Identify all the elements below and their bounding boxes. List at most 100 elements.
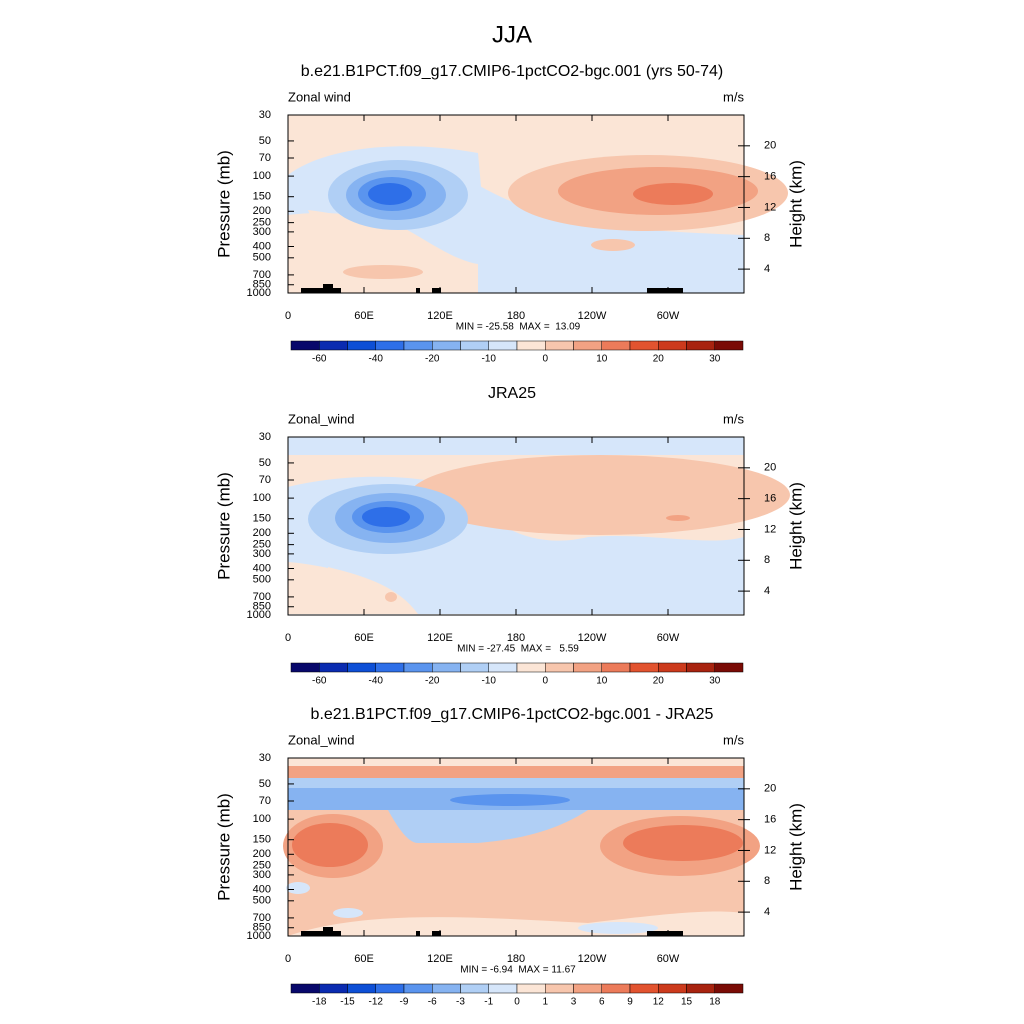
y-tick-label: 850: [253, 601, 271, 613]
y2-tick-label: 16: [764, 493, 776, 505]
x-tick-label: 120W: [578, 310, 607, 322]
colorbar-box: [403, 340, 433, 351]
y-tick-label: 300: [253, 226, 271, 238]
colorbar-box: [403, 662, 433, 673]
y-axis-label: Pressure (mb): [214, 150, 233, 258]
colorbar-box: [714, 983, 744, 994]
y-tick-label: 1000: [247, 930, 271, 942]
colorbar-label: -60: [312, 354, 327, 365]
colorbar-label: 20: [653, 354, 665, 365]
colorbar-box: [714, 662, 744, 673]
y2-tick-label: 4: [764, 906, 770, 918]
colorbar-box: [516, 662, 546, 673]
y-axis-label: Pressure (mb): [214, 472, 233, 580]
colorbar-box: [516, 983, 546, 994]
colorbar-box: [319, 340, 348, 351]
colorbar-box: [629, 662, 659, 673]
colorbar-label: 12: [653, 997, 665, 1008]
colorbar-label: -10: [482, 354, 497, 365]
y-tick-label: 250: [253, 539, 271, 551]
colorbar-box: [629, 340, 659, 351]
colorbar-box: [545, 983, 574, 994]
colorbar-label: -15: [340, 997, 355, 1008]
colorbar-label: -18: [312, 997, 327, 1008]
colorbar-label: -60: [312, 676, 327, 687]
x-tick-label: 0: [285, 953, 291, 965]
colorbar-label: 30: [709, 676, 721, 687]
x-tick-label: 180: [507, 632, 525, 644]
colorbar-label: -1: [484, 997, 493, 1008]
y-tick-label: 50: [259, 778, 271, 790]
left-label: Zonal wind: [288, 89, 351, 104]
y-tick-label: 850: [253, 279, 271, 291]
y-tick-label: 1000: [247, 609, 271, 621]
colorbar-box: [573, 983, 602, 994]
y-tick-label: 100: [253, 170, 271, 182]
colorbar-box: [375, 983, 405, 994]
colorbar-label: 30: [709, 354, 721, 365]
y-tick-label: 150: [253, 834, 271, 846]
y2-tick-label: 20: [764, 783, 776, 795]
colorbar-box: [686, 983, 715, 994]
y2-tick-label: 4: [764, 585, 770, 597]
colorbar-box: [432, 340, 461, 351]
y-tick-label: 70: [259, 152, 271, 164]
x-tick-label: 60E: [354, 632, 374, 644]
colorbar-box: [460, 340, 489, 351]
y-tick-label: 400: [253, 240, 271, 252]
x-tick-label: 60E: [354, 310, 374, 322]
y-tick-label: 100: [253, 492, 271, 504]
colorbar-label: 6: [599, 997, 605, 1008]
colorbar-box: [686, 340, 715, 351]
colorbar-label: 10: [596, 354, 608, 365]
y2-tick-label: 20: [764, 140, 776, 152]
figure-title: JJA: [492, 21, 532, 48]
x-tick-label: 60W: [657, 310, 680, 322]
colorbar-box: [686, 662, 715, 673]
contour-field: [288, 437, 790, 614]
colorbar-label: -3: [456, 997, 465, 1008]
x-tick-label: 0: [285, 310, 291, 322]
y-tick-label: 200: [253, 527, 271, 539]
colorbar-label: 0: [542, 676, 548, 687]
contour-field: [288, 115, 788, 293]
right-label: m/s: [723, 89, 744, 104]
colorbar-box: [573, 340, 602, 351]
x-tick-label: 120E: [427, 953, 453, 965]
colorbar-label: 0: [514, 997, 520, 1008]
colorbar-label: -9: [400, 997, 409, 1008]
x-tick-label: 180: [507, 310, 525, 322]
y-tick-label: 150: [253, 513, 271, 525]
colorbar-label: -20: [425, 354, 440, 365]
y-tick-label: 300: [253, 548, 271, 560]
y-tick-label: 100: [253, 813, 271, 825]
y-tick-label: 700: [253, 269, 271, 281]
colorbar-box: [347, 340, 376, 351]
colorbar-box: [319, 662, 348, 673]
colorbar-box: [403, 983, 433, 994]
colorbar-label: 0: [542, 354, 548, 365]
left-label: Zonal_wind: [288, 732, 355, 747]
y-tick-label: 30: [259, 752, 271, 764]
y2-tick-label: 12: [764, 844, 776, 856]
colorbar-box: [290, 983, 320, 994]
colorbar-label: -40: [369, 354, 384, 365]
colorbar-box: [516, 340, 546, 351]
colorbar-box: [290, 662, 320, 673]
colorbar-box: [658, 983, 687, 994]
left-label: Zonal_wind: [288, 411, 355, 426]
colorbar-box: [601, 983, 631, 994]
y-tick-label: 50: [259, 135, 271, 147]
y-tick-label: 200: [253, 205, 271, 217]
x-tick-label: 0: [285, 632, 291, 644]
colorbar-box: [290, 340, 320, 351]
y-tick-label: 70: [259, 474, 271, 486]
panel-title: JRA25: [488, 385, 536, 402]
colorbar-box: [460, 662, 489, 673]
colorbar-label: -40: [369, 676, 384, 687]
x-tick-label: 60W: [657, 632, 680, 644]
colorbar-box: [573, 662, 602, 673]
colorbar-box: [601, 662, 631, 673]
colorbar-box: [488, 662, 518, 673]
